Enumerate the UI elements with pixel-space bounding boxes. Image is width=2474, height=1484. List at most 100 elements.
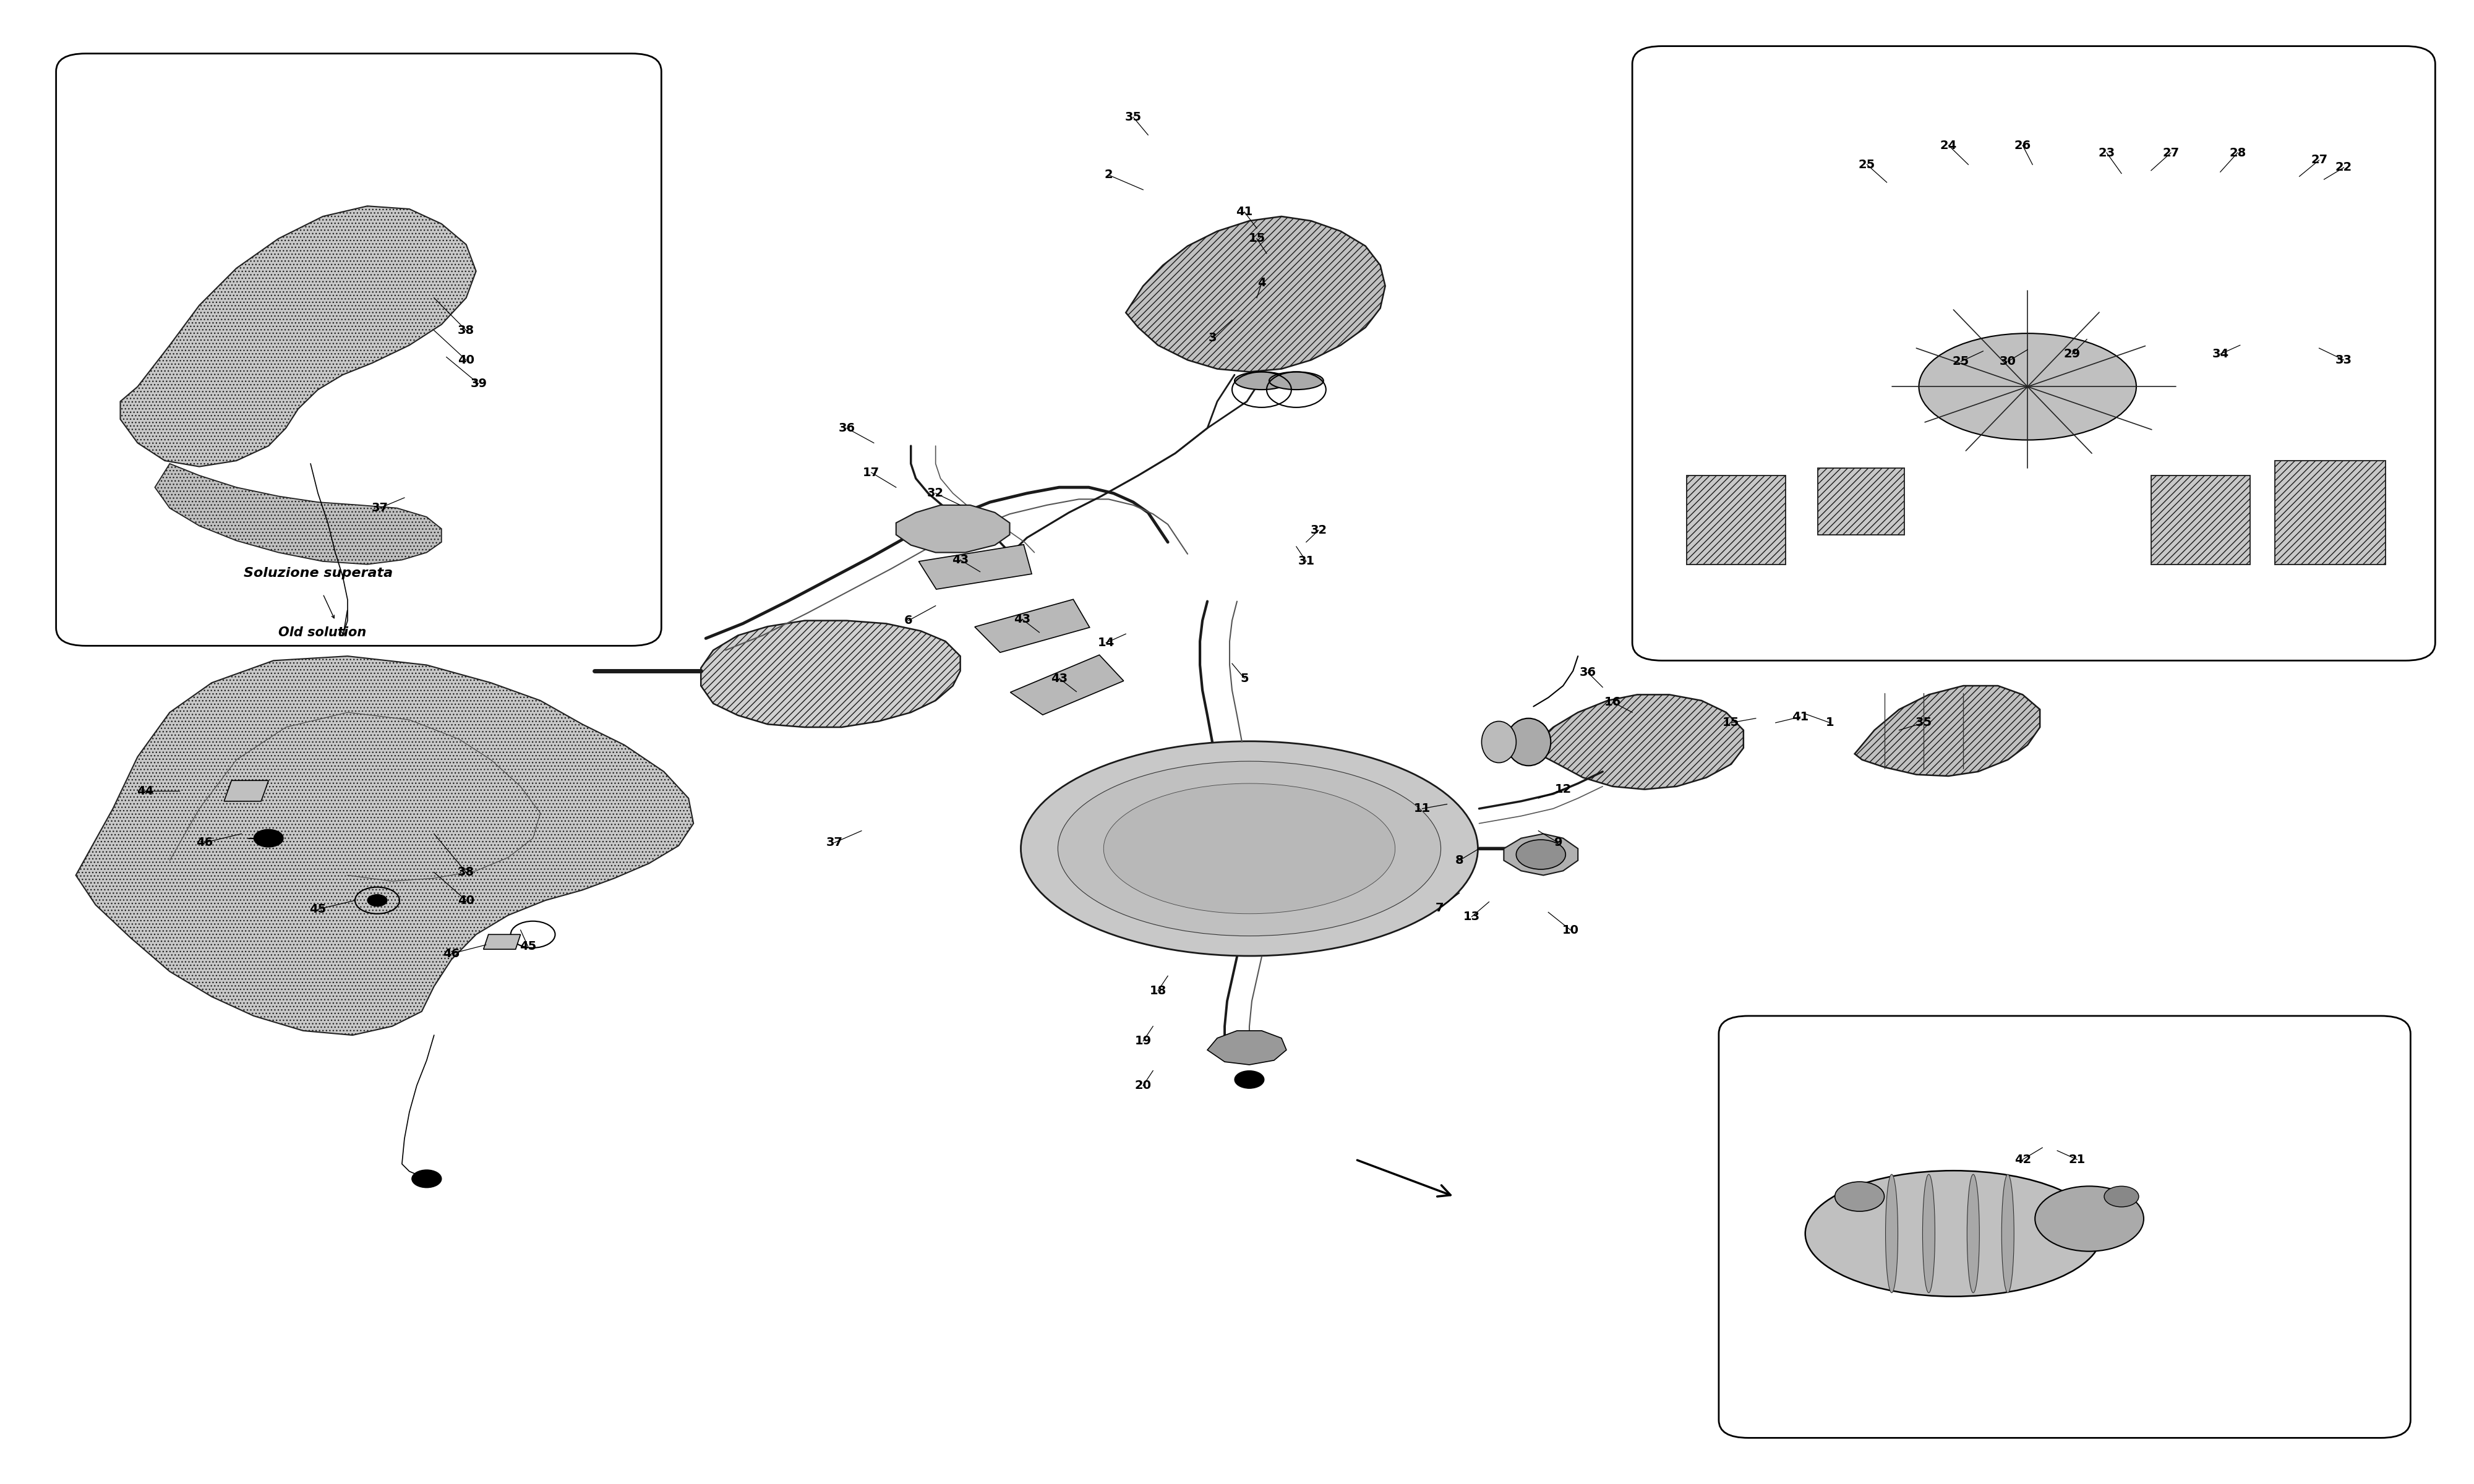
Text: 23: 23	[2098, 147, 2115, 159]
Text: 18: 18	[1150, 985, 1165, 997]
Text: 14: 14	[1098, 637, 1113, 649]
Text: 45: 45	[520, 941, 537, 953]
Polygon shape	[975, 600, 1089, 653]
Text: 24: 24	[1940, 139, 1957, 151]
Text: 27: 27	[2162, 147, 2180, 159]
Polygon shape	[1818, 467, 1905, 534]
Ellipse shape	[1967, 1174, 1979, 1293]
Text: 20: 20	[1136, 1080, 1150, 1091]
Text: 11: 11	[1413, 803, 1430, 815]
Ellipse shape	[1507, 718, 1551, 766]
Polygon shape	[77, 656, 693, 1036]
Text: 38: 38	[458, 867, 475, 879]
Polygon shape	[1687, 475, 1786, 564]
Polygon shape	[918, 545, 1032, 589]
Polygon shape	[1856, 686, 2041, 776]
Ellipse shape	[1059, 761, 1440, 936]
Polygon shape	[482, 935, 520, 950]
Polygon shape	[156, 463, 440, 564]
Circle shape	[2105, 1186, 2138, 1206]
Text: 37: 37	[371, 502, 388, 513]
Ellipse shape	[1482, 721, 1517, 763]
Text: 3: 3	[1207, 332, 1217, 344]
Circle shape	[1836, 1181, 1885, 1211]
Text: 33: 33	[2335, 355, 2353, 367]
Text: 36: 36	[839, 423, 856, 433]
Text: 9: 9	[1554, 837, 1564, 849]
Ellipse shape	[1022, 742, 1477, 956]
Text: 40: 40	[458, 355, 475, 367]
Text: 39: 39	[470, 378, 487, 390]
Text: 2: 2	[1103, 169, 1113, 181]
Text: 6: 6	[903, 614, 913, 626]
Polygon shape	[700, 620, 960, 727]
Circle shape	[366, 895, 386, 907]
Text: 32: 32	[928, 487, 945, 499]
Text: 43: 43	[952, 554, 970, 565]
Text: 13: 13	[1462, 911, 1479, 923]
Text: 10: 10	[1561, 925, 1578, 936]
Polygon shape	[1207, 1031, 1286, 1064]
Text: 28: 28	[2229, 147, 2246, 159]
Text: 12: 12	[1554, 784, 1571, 795]
Polygon shape	[2150, 475, 2249, 564]
Text: 42: 42	[2014, 1153, 2031, 1165]
Polygon shape	[1504, 834, 1578, 876]
Circle shape	[255, 830, 285, 847]
Text: 46: 46	[443, 948, 460, 960]
Text: 17: 17	[863, 466, 881, 478]
Text: 43: 43	[1014, 613, 1032, 625]
Text: 37: 37	[826, 837, 844, 849]
Ellipse shape	[1920, 334, 2135, 439]
Text: 30: 30	[1999, 356, 2016, 368]
Ellipse shape	[1922, 1174, 1935, 1293]
Text: 21: 21	[2068, 1153, 2086, 1165]
Circle shape	[411, 1169, 440, 1187]
Text: 7: 7	[1435, 902, 1445, 914]
Circle shape	[2036, 1186, 2142, 1251]
Text: 26: 26	[2014, 139, 2031, 151]
Polygon shape	[2274, 460, 2385, 564]
Text: 43: 43	[1051, 672, 1066, 684]
Circle shape	[1235, 1070, 1264, 1088]
Polygon shape	[121, 206, 475, 466]
Text: 16: 16	[1603, 696, 1620, 708]
Polygon shape	[225, 781, 270, 801]
Ellipse shape	[1806, 1171, 2103, 1297]
Text: 35: 35	[1915, 717, 1932, 729]
Text: 38: 38	[458, 325, 475, 337]
Text: 22: 22	[2335, 162, 2353, 174]
Text: 25: 25	[1952, 356, 1969, 368]
Ellipse shape	[1103, 784, 1395, 914]
Text: 19: 19	[1136, 1036, 1150, 1046]
Text: 41: 41	[1791, 711, 1808, 723]
Circle shape	[1517, 840, 1566, 870]
Text: 31: 31	[1299, 555, 1314, 567]
Text: 8: 8	[1455, 855, 1465, 867]
Text: 34: 34	[2212, 349, 2229, 361]
Ellipse shape	[1235, 372, 1289, 390]
Text: 15: 15	[1249, 233, 1264, 245]
Text: 25: 25	[1858, 159, 1875, 171]
Text: 46: 46	[195, 837, 213, 849]
Text: 35: 35	[1126, 111, 1141, 123]
Text: 29: 29	[2063, 349, 2081, 361]
Polygon shape	[1126, 217, 1385, 372]
Text: 41: 41	[1237, 206, 1252, 218]
Polygon shape	[1009, 654, 1123, 715]
Text: 44: 44	[136, 785, 153, 797]
Text: 36: 36	[1578, 666, 1596, 678]
Ellipse shape	[2001, 1174, 2014, 1293]
Text: 27: 27	[2311, 154, 2328, 166]
Text: 5: 5	[1239, 672, 1249, 684]
Text: 4: 4	[1257, 278, 1267, 289]
Ellipse shape	[1885, 1174, 1898, 1293]
Text: 40: 40	[458, 895, 475, 907]
Polygon shape	[896, 505, 1009, 552]
Text: 15: 15	[1722, 717, 1739, 729]
Text: 32: 32	[1311, 524, 1326, 536]
Text: 45: 45	[309, 904, 327, 916]
Polygon shape	[1534, 695, 1744, 789]
Text: 1: 1	[1826, 717, 1833, 729]
Text: Soluzione superata: Soluzione superata	[245, 567, 393, 580]
